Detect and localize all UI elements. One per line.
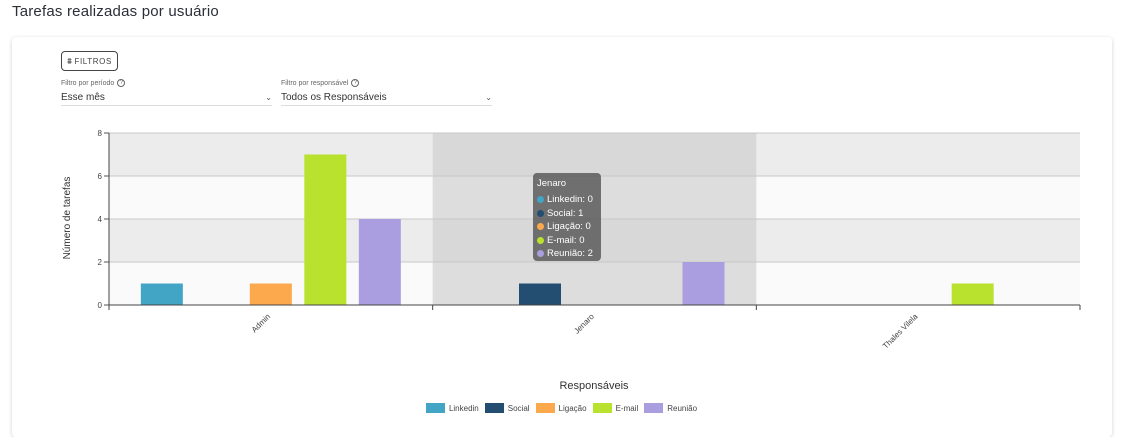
tooltip-row: Reunião: 2: [537, 247, 597, 261]
y-axis-label: Número de tarefas: [62, 177, 73, 260]
bars: [140, 154, 994, 305]
bar: [951, 283, 994, 305]
legend-label: Ligação: [558, 403, 587, 413]
legend-swatch: [425, 403, 445, 413]
y-tick-label: 6: [98, 172, 103, 181]
tooltip-dot: [537, 209, 544, 217]
legend-label: Linkedin: [448, 403, 479, 413]
x-tick-label: Jenaro: [572, 312, 596, 336]
tooltip-row: E-mail: 0: [537, 234, 597, 248]
chevron-down-icon: ⌄: [485, 93, 492, 102]
period-filter-select[interactable]: Esse mês ⌄: [61, 90, 272, 106]
tooltip-row-label: Ligação: 0: [547, 221, 591, 233]
legend-item[interactable]: Linkedin: [425, 403, 479, 413]
bar: [358, 219, 401, 305]
tooltip-row: Linkedin: 0: [537, 193, 597, 207]
bar: [519, 283, 561, 305]
legend-swatch: [484, 403, 504, 413]
chevron-down-icon: ⌄: [265, 93, 272, 102]
tooltip-row-label: Social: 1: [547, 207, 584, 219]
legend-label: Reunião: [667, 403, 698, 413]
legend-item[interactable]: Reunião: [644, 403, 697, 413]
period-filter-label: Filtro por período ?: [61, 79, 126, 87]
legend-swatch: [644, 403, 664, 413]
chart-legend: Linkedin Social Ligação E-mail Reunião: [0, 403, 1123, 413]
x-tick-label: Admin: [250, 312, 272, 334]
legend-item[interactable]: E-mail: [592, 403, 639, 413]
tooltip-row-label: Linkedin: 0: [547, 194, 593, 206]
x-axis-label: Responsáveis: [559, 380, 629, 392]
tooltip-row: Ligação: 0: [537, 220, 597, 234]
tooltip-dot: [537, 250, 544, 258]
help-icon[interactable]: ?: [117, 79, 126, 87]
help-icon[interactable]: ?: [351, 79, 360, 87]
owner-filter-value: Todos os Responsáveis: [281, 92, 387, 103]
legend-swatch: [592, 403, 612, 413]
bar: [249, 283, 292, 305]
tooltip-dot: [537, 196, 544, 204]
y-tick-label: 8: [98, 129, 103, 138]
tooltip-row-label: E-mail: 0: [547, 234, 585, 246]
filters-button-label: FILTROS: [74, 56, 112, 66]
filter-icon: ⩩: [67, 55, 73, 66]
owner-filter-select[interactable]: Todos os Responsáveis ⌄: [281, 90, 492, 106]
chart-tooltip: Jenaro Linkedin: 0 Social: 1 Ligação: 0 E-m…: [533, 173, 601, 261]
y-tick-label: 2: [98, 258, 103, 267]
bar: [682, 262, 725, 305]
tooltip-dot: [537, 236, 544, 244]
bar: [140, 283, 183, 305]
owner-filter-label: Filtro por responsável ?: [281, 79, 360, 87]
filters-button[interactable]: ⩩ FILTROS: [61, 51, 118, 71]
tooltip-row: Social: 1: [537, 207, 597, 221]
legend-label: Social: [507, 403, 530, 413]
legend-label: E-mail: [615, 403, 639, 413]
tooltip-title: Jenaro: [537, 178, 567, 189]
period-filter-value: Esse mês: [61, 92, 105, 103]
bar: [304, 154, 347, 305]
x-tick-label: Thales Vilela: [881, 312, 920, 351]
tooltip-row-label: Reunião: 2: [547, 248, 593, 260]
legend-swatch: [535, 403, 555, 413]
page-title: Tarefas realizadas por usuário: [12, 3, 219, 20]
legend-item[interactable]: Social: [484, 403, 530, 413]
y-tick-label: 4: [98, 215, 103, 224]
tooltip-dot: [537, 223, 544, 231]
legend-item[interactable]: Ligação: [535, 403, 587, 413]
y-tick-label: 0: [98, 301, 103, 310]
